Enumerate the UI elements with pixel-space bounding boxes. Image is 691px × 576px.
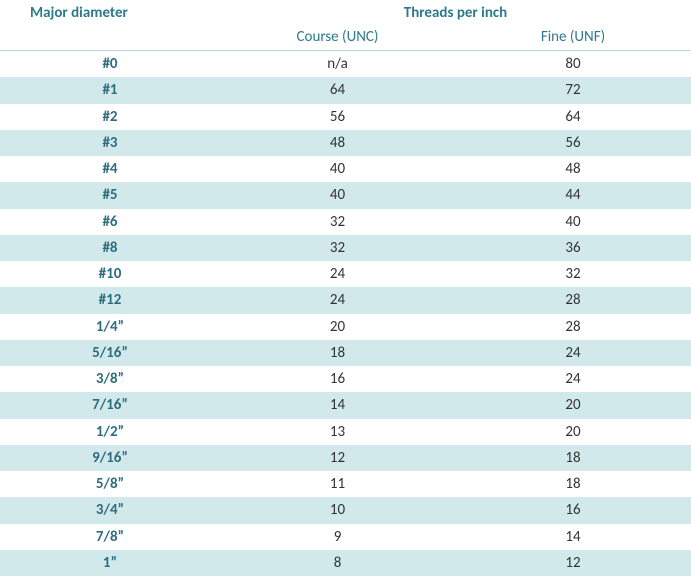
cell-unc: 20 <box>220 314 455 340</box>
cell-unf: 24 <box>455 340 691 366</box>
table-row: 1/4”2028 <box>0 314 691 340</box>
cell-unc: n/a <box>220 51 455 78</box>
table-row: #122428 <box>0 287 691 313</box>
cell-unf: 14 <box>455 524 691 550</box>
cell-diameter: #6 <box>0 209 220 235</box>
cell-unc: 24 <box>220 261 455 287</box>
cell-unc: 64 <box>220 77 455 103</box>
cell-unc: 14 <box>220 392 455 418</box>
table-row: 3/4”1016 <box>0 497 691 523</box>
cell-diameter: #5 <box>0 182 220 208</box>
table-row: 5/8”1118 <box>0 471 691 497</box>
cell-unc: 10 <box>220 497 455 523</box>
cell-unf: 48 <box>455 156 691 182</box>
cell-diameter: 1/4” <box>0 314 220 340</box>
table-header-row: Major diameter Threads per inch <box>0 0 691 26</box>
table-row: #63240 <box>0 209 691 235</box>
cell-unf: 18 <box>455 445 691 471</box>
table-row: 7/8”914 <box>0 524 691 550</box>
table-row: 9/16”1218 <box>0 445 691 471</box>
cell-unf: 18 <box>455 471 691 497</box>
cell-diameter: #12 <box>0 287 220 313</box>
cell-diameter: #1 <box>0 77 220 103</box>
cell-diameter: 5/16” <box>0 340 220 366</box>
table-row: #102432 <box>0 261 691 287</box>
cell-unc: 40 <box>220 182 455 208</box>
cell-diameter: 5/8” <box>0 471 220 497</box>
table-row: #25664 <box>0 104 691 130</box>
table-row: 3/8”1624 <box>0 366 691 392</box>
cell-unc: 16 <box>220 366 455 392</box>
table-row: #83236 <box>0 235 691 261</box>
table-row: 7/16”1420 <box>0 392 691 418</box>
subheader-blank <box>0 26 220 51</box>
cell-unf: 20 <box>455 392 691 418</box>
cell-unf: 44 <box>455 182 691 208</box>
cell-diameter: #4 <box>0 156 220 182</box>
cell-unc: 56 <box>220 104 455 130</box>
table-row: #0n/a80 <box>0 51 691 78</box>
cell-unc: 12 <box>220 445 455 471</box>
cell-unc: 24 <box>220 287 455 313</box>
cell-diameter: 7/8” <box>0 524 220 550</box>
table-row: 1/2”1320 <box>0 419 691 445</box>
cell-unf: 72 <box>455 77 691 103</box>
table-subheader-row: Course (UNC) Fine (UNF) <box>0 26 691 51</box>
cell-diameter: 3/4” <box>0 497 220 523</box>
cell-unf: 28 <box>455 287 691 313</box>
cell-diameter: 9/16” <box>0 445 220 471</box>
cell-diameter: 1/2” <box>0 419 220 445</box>
cell-diameter: #8 <box>0 235 220 261</box>
cell-unf: 16 <box>455 497 691 523</box>
table-row: #44048 <box>0 156 691 182</box>
header-threads-per-inch: Threads per inch <box>220 0 691 26</box>
subheader-unf: Fine (UNF) <box>455 26 691 51</box>
cell-diameter: #2 <box>0 104 220 130</box>
table-row: #34856 <box>0 130 691 156</box>
cell-diameter: #0 <box>0 51 220 78</box>
cell-unf: 12 <box>455 550 691 576</box>
table-row: #54044 <box>0 182 691 208</box>
cell-unf: 20 <box>455 419 691 445</box>
cell-unc: 13 <box>220 419 455 445</box>
thread-table: Major diameter Threads per inch Course (… <box>0 0 691 576</box>
cell-unf: 36 <box>455 235 691 261</box>
cell-unc: 11 <box>220 471 455 497</box>
cell-diameter: 3/8” <box>0 366 220 392</box>
cell-unc: 48 <box>220 130 455 156</box>
cell-diameter: #10 <box>0 261 220 287</box>
header-major-diameter: Major diameter <box>0 0 220 26</box>
table-row: #16472 <box>0 77 691 103</box>
cell-unc: 9 <box>220 524 455 550</box>
cell-unf: 24 <box>455 366 691 392</box>
table-row: 5/16”1824 <box>0 340 691 366</box>
cell-diameter: 7/16” <box>0 392 220 418</box>
cell-unc: 40 <box>220 156 455 182</box>
cell-unf: 80 <box>455 51 691 78</box>
subheader-unc: Course (UNC) <box>220 26 455 51</box>
cell-diameter: 1” <box>0 550 220 576</box>
cell-unf: 56 <box>455 130 691 156</box>
cell-unc: 32 <box>220 209 455 235</box>
cell-diameter: #3 <box>0 130 220 156</box>
cell-unc: 18 <box>220 340 455 366</box>
cell-unc: 8 <box>220 550 455 576</box>
cell-unf: 32 <box>455 261 691 287</box>
cell-unf: 40 <box>455 209 691 235</box>
cell-unc: 32 <box>220 235 455 261</box>
cell-unf: 28 <box>455 314 691 340</box>
table-row: 1”812 <box>0 550 691 576</box>
cell-unf: 64 <box>455 104 691 130</box>
